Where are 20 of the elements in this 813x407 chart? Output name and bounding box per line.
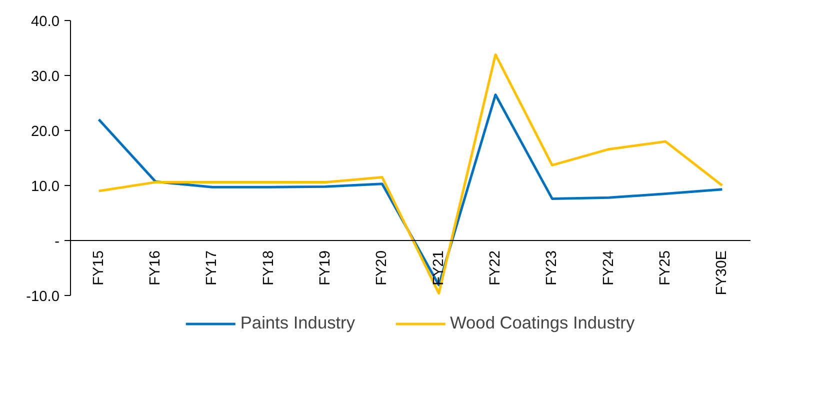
y-tick-label: -10.0 [26,289,60,305]
y-tick-label: 30.0 [30,69,60,85]
x-tick-label: FY20 [374,250,390,286]
y-tick-label: 10.0 [30,179,60,195]
x-tick-label: FY22 [488,250,504,286]
x-tick-label: FY16 [148,250,164,286]
x-tick-label: FY18 [260,250,277,286]
x-tick-label: FY30E [714,250,730,296]
x-tick-label: FY24 [600,250,617,286]
y-tick-label: - [54,234,60,250]
x-tick-label: FY19 [318,250,334,286]
x-tick-label: FY21 [430,250,447,286]
legend-label: Wood Coatings Industry [450,312,635,334]
x-tick-label: FY23 [544,250,560,286]
x-tick-label: FY15 [90,250,107,286]
legend-label: Paints Industry [240,312,355,334]
x-tick-label: FY17 [204,250,220,286]
x-tick-label: FY25 [658,250,674,286]
y-tick-label: 20.0 [30,124,60,140]
y-tick-label: 40.0 [30,14,60,30]
